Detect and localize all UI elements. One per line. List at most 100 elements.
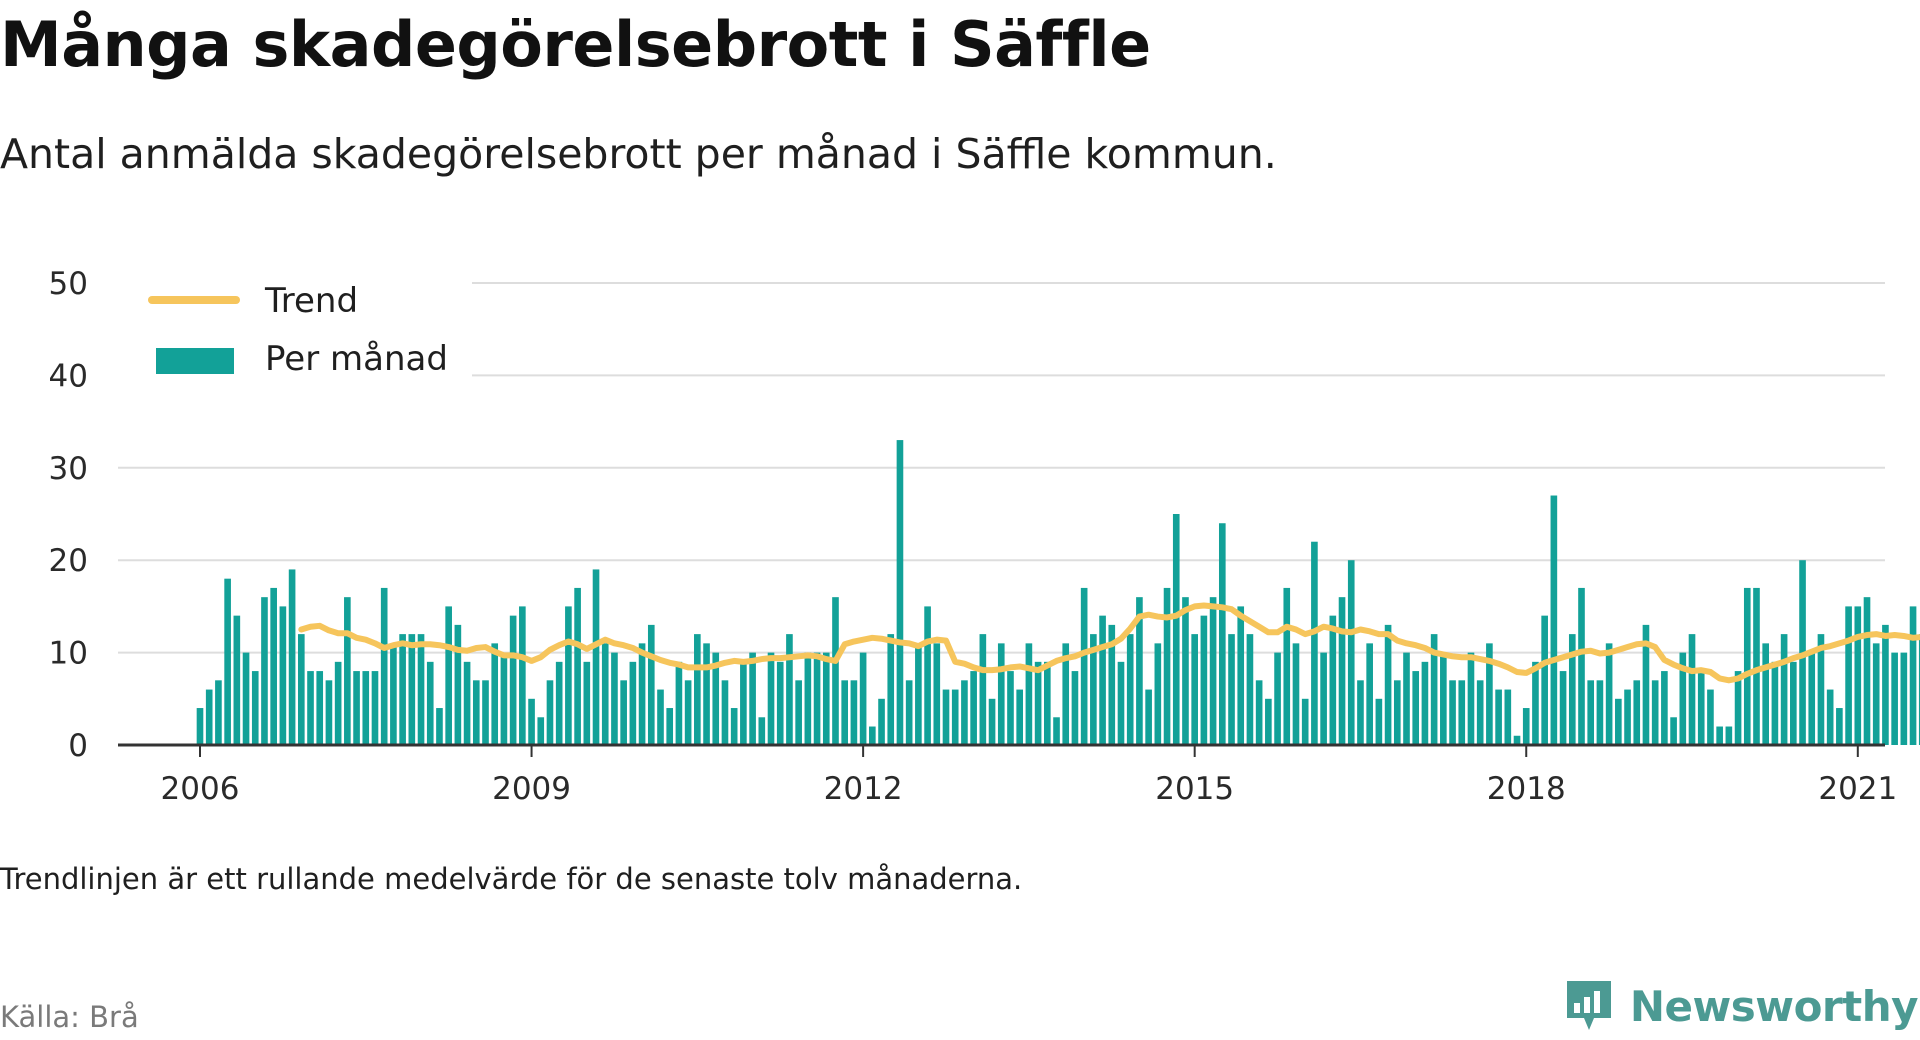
x-tick-label: 2012 xyxy=(824,771,903,807)
y-axis-labels: 0 10 20 30 40 50 xyxy=(49,266,88,764)
bar xyxy=(1329,615,1337,745)
bar xyxy=(1154,643,1162,745)
y-tick-label: 20 xyxy=(49,543,88,579)
bar xyxy=(1449,680,1456,745)
bar xyxy=(703,643,710,745)
bar xyxy=(961,680,968,745)
bar xyxy=(454,624,462,745)
bar xyxy=(749,652,756,745)
bar xyxy=(1080,587,1088,745)
bar xyxy=(1458,680,1466,745)
bar xyxy=(647,624,655,745)
bar xyxy=(491,643,499,745)
bar xyxy=(408,634,416,745)
legend-bars-swatch xyxy=(156,348,234,374)
bar xyxy=(1808,652,1816,745)
bar xyxy=(344,597,351,745)
bar xyxy=(574,587,581,745)
bar xyxy=(767,652,775,745)
bar xyxy=(1182,597,1189,745)
bar xyxy=(1762,643,1770,745)
bar xyxy=(878,698,885,745)
bar xyxy=(1108,624,1116,745)
bar xyxy=(1780,634,1788,745)
bar xyxy=(1274,652,1281,745)
bar xyxy=(988,698,996,745)
bar xyxy=(1495,689,1502,745)
bar xyxy=(1467,652,1475,745)
bar xyxy=(1375,698,1383,745)
bar xyxy=(942,689,950,745)
bar xyxy=(436,708,443,745)
bars-series xyxy=(196,440,1920,745)
bar xyxy=(205,689,213,745)
bar xyxy=(1661,671,1668,745)
bar xyxy=(1578,587,1585,745)
bar xyxy=(1513,735,1521,745)
bar xyxy=(1209,597,1217,745)
bar xyxy=(196,708,204,745)
source-label: Källa: Brå xyxy=(0,1000,139,1034)
bar xyxy=(1246,634,1254,745)
bar xyxy=(675,661,683,745)
bar xyxy=(694,634,701,745)
bar xyxy=(970,671,977,745)
chart-title: Många skadegörelsebrott i Säffle xyxy=(0,8,1151,81)
bar xyxy=(1541,615,1548,745)
bar xyxy=(509,615,517,745)
bar xyxy=(1697,671,1705,745)
bar xyxy=(1854,606,1862,745)
x-tick-label: 2015 xyxy=(1155,771,1234,807)
bar xyxy=(270,587,277,745)
bar xyxy=(1191,634,1198,745)
bar xyxy=(1476,680,1484,745)
bar xyxy=(1136,597,1143,745)
bar xyxy=(997,643,1005,745)
bar xyxy=(371,671,379,745)
bar xyxy=(1025,643,1033,745)
bar xyxy=(1357,680,1364,745)
bar xyxy=(1642,624,1650,745)
bar xyxy=(1771,661,1779,745)
bar xyxy=(869,726,876,745)
bar xyxy=(776,661,784,745)
bar xyxy=(1817,634,1825,745)
bar xyxy=(951,689,959,745)
bar xyxy=(795,680,802,745)
bar xyxy=(758,717,766,745)
bar xyxy=(1845,606,1852,745)
bar xyxy=(362,671,370,745)
bar xyxy=(1301,698,1309,745)
bar xyxy=(657,689,664,745)
bar xyxy=(353,671,360,745)
bar xyxy=(482,680,489,745)
bar xyxy=(1163,587,1171,745)
bar xyxy=(684,680,692,745)
bar xyxy=(1918,634,1920,745)
bar xyxy=(786,634,793,745)
bar xyxy=(1522,708,1530,745)
bar xyxy=(887,634,895,745)
bar xyxy=(288,569,296,745)
bar xyxy=(1172,514,1180,745)
trend-series xyxy=(298,602,1920,684)
bar xyxy=(1670,717,1677,745)
bar xyxy=(445,606,452,745)
bar xyxy=(1320,652,1327,745)
bar xyxy=(859,652,867,745)
bar xyxy=(316,671,324,745)
bar xyxy=(500,652,508,745)
bar xyxy=(1716,726,1723,745)
bar xyxy=(233,615,241,745)
bar xyxy=(896,440,904,745)
bar xyxy=(1863,597,1871,745)
bar xyxy=(666,708,674,745)
bar xyxy=(1596,680,1604,745)
bar xyxy=(1145,689,1152,745)
footnote: Trendlinjen är ett rullande medelvärde f… xyxy=(0,862,1023,896)
bar xyxy=(242,652,250,745)
x-axis xyxy=(118,743,1885,757)
brand: Newsworthy xyxy=(1564,978,1919,1034)
bar xyxy=(1044,661,1051,745)
